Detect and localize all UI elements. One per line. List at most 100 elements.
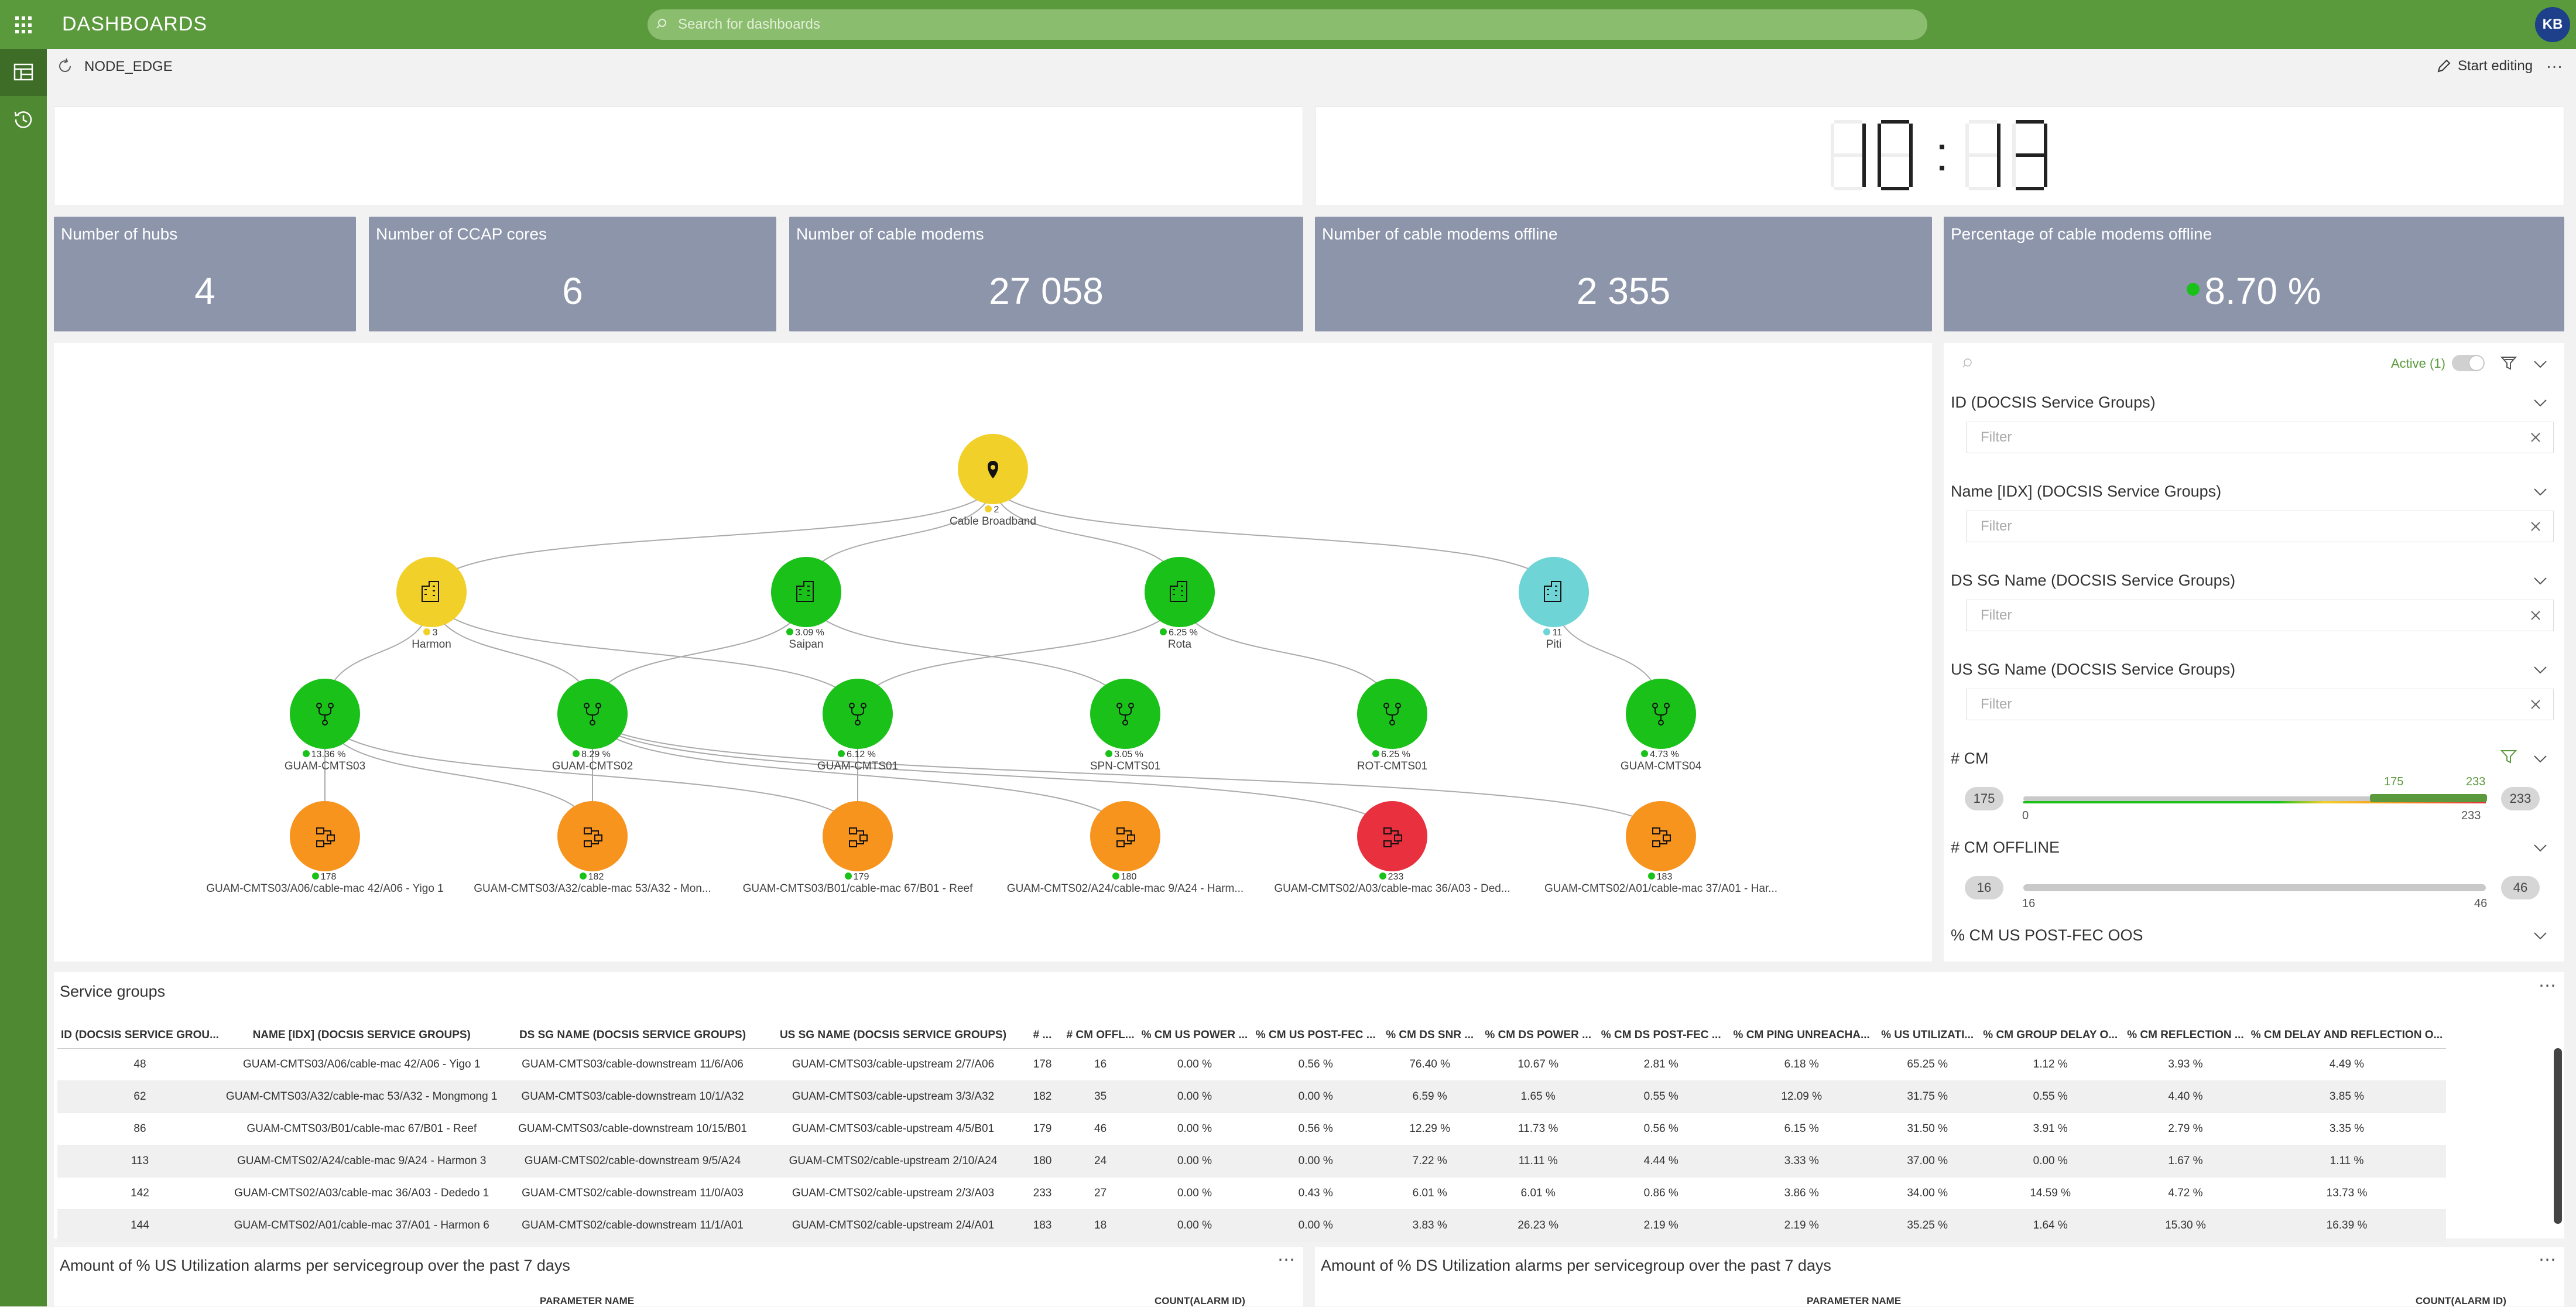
panel-more-button[interactable]: ⋯ xyxy=(2539,1250,2556,1270)
column-header[interactable]: COUNT(ALARM ID) xyxy=(1155,1295,1245,1306)
filter-box-name[interactable] xyxy=(1966,511,2554,542)
service-group-node[interactable] xyxy=(1090,801,1160,871)
chevron-down-icon[interactable] xyxy=(2532,573,2548,589)
clear-icon[interactable] xyxy=(2527,429,2544,446)
chevron-down-icon[interactable] xyxy=(2532,840,2548,856)
table-cell: 11.11 % xyxy=(1479,1145,1597,1178)
filter-icon[interactable] xyxy=(2500,355,2517,371)
cm-selected-range[interactable] xyxy=(2370,794,2487,802)
panel-more-button[interactable]: ⋯ xyxy=(2539,976,2556,995)
dashboard-search[interactable] xyxy=(648,9,1927,40)
search-input[interactable] xyxy=(678,9,1907,40)
cm-slider-track[interactable] xyxy=(2023,796,2486,801)
table-row[interactable]: 62 GUAM-CMTS03/A32/cable-mac 53/A32 - Mon… xyxy=(57,1080,2447,1113)
sidebar-item-dashboards[interactable] xyxy=(0,49,47,96)
sidebar-item-history[interactable] xyxy=(0,96,47,143)
table-cell: 31.75 % xyxy=(1878,1080,1978,1113)
table-cell: 180 xyxy=(1022,1145,1063,1178)
start-editing-button[interactable]: Start editing xyxy=(2435,55,2533,77)
filter-input-name[interactable] xyxy=(1981,511,2508,542)
app-launcher-icon[interactable] xyxy=(15,16,33,34)
hub-node[interactable] xyxy=(1145,557,1215,627)
column-header[interactable]: % CM REFLECTION ... xyxy=(2123,1022,2248,1049)
column-header[interactable]: % CM DS SNR ... xyxy=(1380,1022,1480,1049)
cm-offline-slider-track[interactable] xyxy=(2023,884,2486,891)
column-header[interactable]: % CM PING UNREACHA... xyxy=(1725,1022,1878,1049)
refresh-icon[interactable] xyxy=(55,56,75,76)
table-cell: 0.00 % xyxy=(1138,1209,1252,1242)
table-row[interactable]: 144 GUAM-CMTS02/A01/cable-mac 37/A01 - Ha… xyxy=(57,1209,2447,1242)
service-group-node[interactable] xyxy=(1357,801,1427,871)
cm-offline-max-pill[interactable]: 46 xyxy=(2501,876,2540,899)
column-header[interactable]: # ... xyxy=(1022,1022,1063,1049)
table-cell: 0.43 % xyxy=(1251,1177,1381,1210)
column-header[interactable]: NAME [IDX] (DOCSIS SERVICE GROUPS) xyxy=(222,1022,501,1049)
column-header[interactable]: % CM GROUP DELAY O... xyxy=(1977,1022,2124,1049)
column-header[interactable]: % CM DS POWER ... xyxy=(1479,1022,1597,1049)
ccap-core-node[interactable] xyxy=(1357,679,1427,749)
ccap-core-node[interactable] xyxy=(823,679,893,749)
kpi-value: 8.70 % xyxy=(2204,270,2321,312)
active-toggle[interactable] xyxy=(2452,355,2485,371)
kpi-title: Number of CCAP cores xyxy=(376,225,547,243)
table-row[interactable]: 48 GUAM-CMTS03/A06/cable-mac 42/A06 - Yig… xyxy=(57,1048,2447,1081)
chevron-down-icon[interactable] xyxy=(2532,662,2548,678)
hub-node[interactable] xyxy=(396,557,467,627)
cm-max-pill[interactable]: 233 xyxy=(2501,787,2540,810)
table-cell: 1.67 % xyxy=(2123,1145,2248,1178)
column-header[interactable]: DS SG NAME (DOCSIS SERVICE GROUPS) xyxy=(501,1022,765,1049)
clear-icon[interactable] xyxy=(2527,607,2544,624)
column-header[interactable]: % CM US POST-FEC ... xyxy=(1251,1022,1381,1049)
filter-input-ds-sg[interactable] xyxy=(1981,600,2508,631)
ccap-core-node[interactable] xyxy=(1090,679,1160,749)
service-group-node[interactable] xyxy=(557,801,628,871)
table-cell: GUAM-CMTS03/cable-upstream 4/5/B01 xyxy=(764,1113,1022,1145)
service-group-node[interactable] xyxy=(823,801,893,871)
node-edge-graph[interactable]: 2 Cable Broadband 3 Harmon 3.09 % Saipan 6.25 … xyxy=(54,343,1932,962)
more-options-button[interactable]: … xyxy=(2546,53,2563,72)
collapse-chevron-icon[interactable] xyxy=(2532,356,2548,372)
filter-box-us-sg[interactable] xyxy=(1966,689,2554,720)
ccap-core-node[interactable] xyxy=(290,679,360,749)
table-cell: 37.00 % xyxy=(1878,1145,1978,1178)
chevron-down-icon[interactable] xyxy=(2532,928,2548,944)
filter-box-ds-sg[interactable] xyxy=(1966,600,2554,631)
hub-node[interactable] xyxy=(771,557,841,627)
service-group-node[interactable] xyxy=(1626,801,1696,871)
table-scrollbar[interactable] xyxy=(2554,1048,2562,1224)
cm-offline-min-pill[interactable]: 16 xyxy=(1965,876,2003,899)
clear-icon[interactable] xyxy=(2527,518,2544,535)
column-header[interactable]: ID (DOCSIS SERVICE GROU... xyxy=(57,1022,222,1049)
column-header[interactable]: % CM DS POST-FEC ... xyxy=(1597,1022,1726,1049)
chevron-down-icon[interactable] xyxy=(2532,751,2548,767)
table-row[interactable]: 142 GUAM-CMTS02/A03/cable-mac 36/A03 - De… xyxy=(57,1177,2447,1210)
active-filter-icon[interactable] xyxy=(2500,748,2517,765)
ccap-core-node[interactable] xyxy=(557,679,628,749)
service-group-node[interactable] xyxy=(290,801,360,871)
column-header[interactable]: PARAMETER NAME xyxy=(1807,1295,1902,1306)
chevron-down-icon[interactable] xyxy=(2532,395,2548,411)
column-header[interactable]: # CM OFFL... xyxy=(1063,1022,1138,1049)
table-cell: 0.56 % xyxy=(1597,1113,1726,1145)
cm-min-pill[interactable]: 175 xyxy=(1965,787,2003,810)
column-header[interactable]: % US UTILIZATI... xyxy=(1878,1022,1978,1049)
hub-node[interactable] xyxy=(1519,557,1589,627)
column-header[interactable]: COUNT(ALARM ID) xyxy=(2416,1295,2506,1306)
fork-icon xyxy=(584,703,590,709)
panel-more-button[interactable]: ⋯ xyxy=(1277,1250,1295,1270)
user-avatar[interactable]: KB xyxy=(2535,7,2570,42)
chevron-down-icon[interactable] xyxy=(2532,484,2548,500)
clear-icon[interactable] xyxy=(2527,696,2544,713)
filter-box-id[interactable] xyxy=(1966,422,2554,453)
table-row[interactable]: 113 GUAM-CMTS02/A24/cable-mac 9/A24 - Har… xyxy=(57,1145,2447,1178)
ccap-core-node[interactable] xyxy=(1626,679,1696,749)
filter-input-us-sg[interactable] xyxy=(1981,689,2508,720)
column-header[interactable]: % CM US POWER ... xyxy=(1138,1022,1252,1049)
filter-search-icon[interactable] xyxy=(1961,356,1976,371)
column-header[interactable]: % CM DELAY AND REFLECTION O... xyxy=(2247,1022,2447,1049)
table-row[interactable]: 86 GUAM-CMTS03/B01/cable-mac 67/B01 - Ree… xyxy=(57,1113,2447,1145)
column-header[interactable]: PARAMETER NAME xyxy=(540,1295,635,1306)
column-header[interactable]: US SG NAME (DOCSIS SERVICE GROUPS) xyxy=(764,1022,1022,1049)
filter-input-id[interactable] xyxy=(1981,422,2508,453)
